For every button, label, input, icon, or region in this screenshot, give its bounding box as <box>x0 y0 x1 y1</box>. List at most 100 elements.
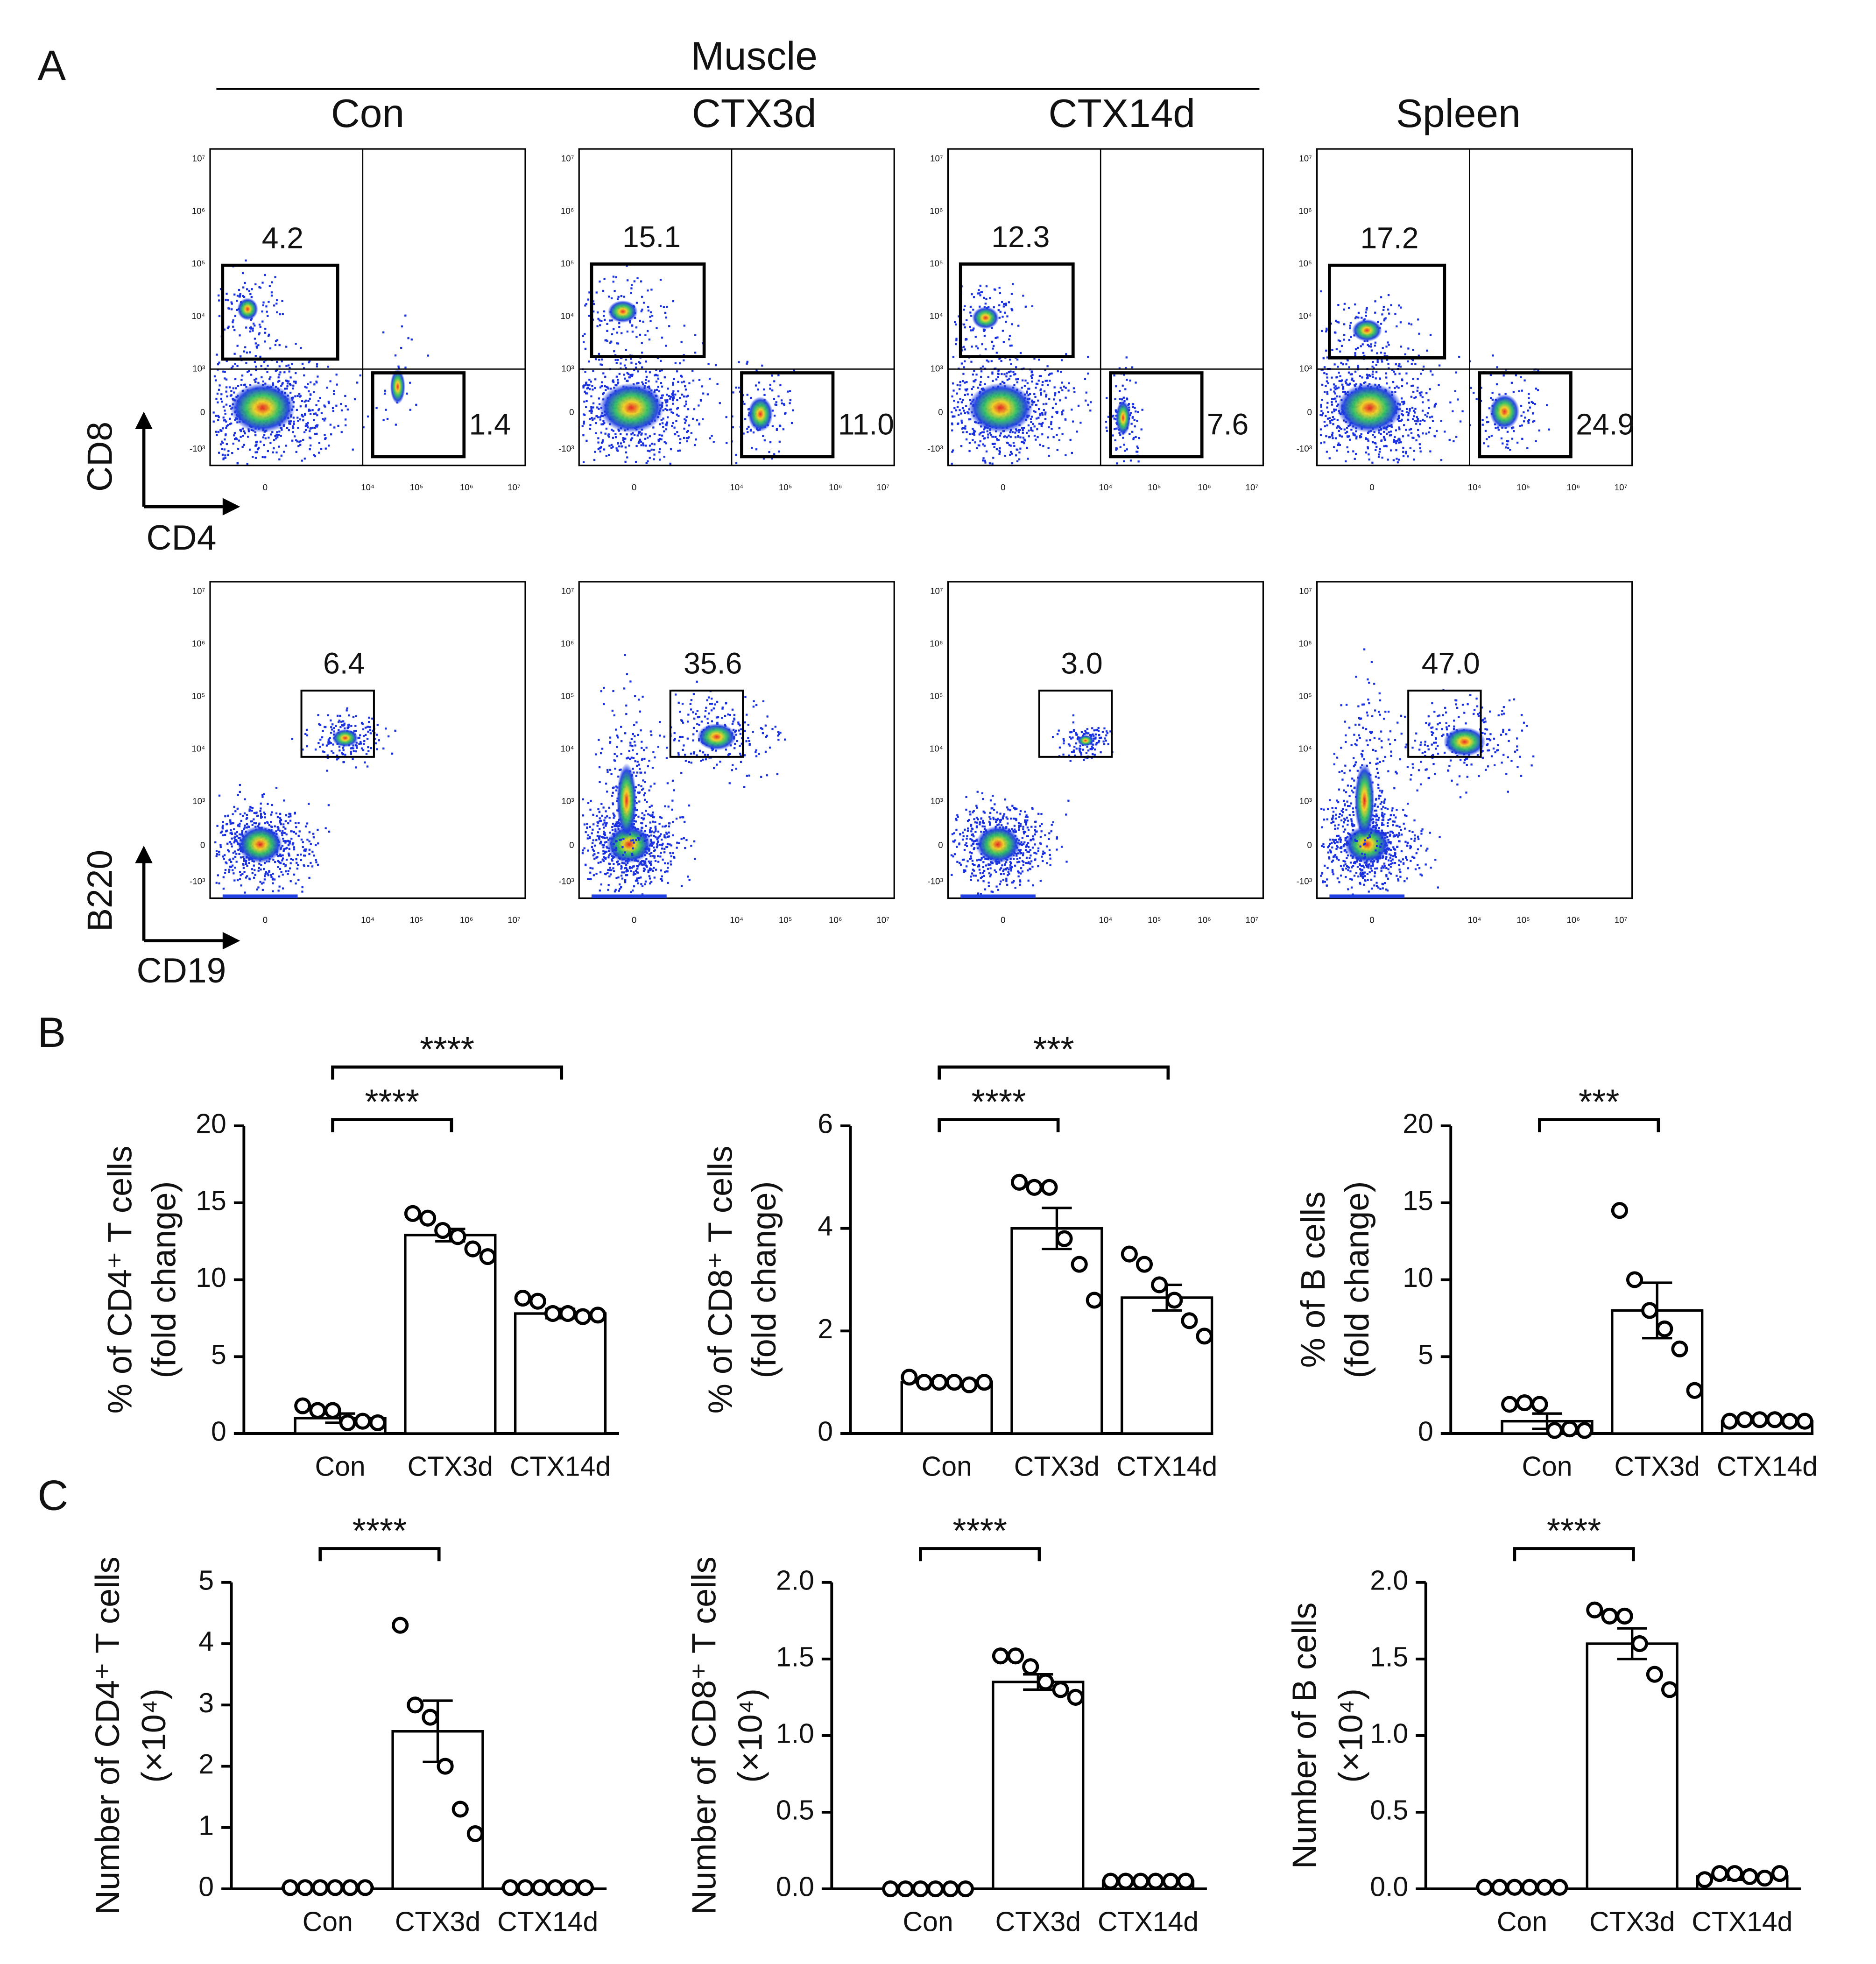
event-dot <box>638 361 640 363</box>
event-dot <box>586 827 588 829</box>
event-dot <box>1331 403 1333 406</box>
event-dot <box>278 365 281 367</box>
event-dot <box>648 860 650 863</box>
event-dot <box>661 838 663 841</box>
event-dot <box>1507 440 1509 443</box>
event-dot <box>971 346 973 348</box>
event-dot <box>231 864 234 867</box>
event-dot <box>593 857 596 860</box>
event-dot <box>640 834 642 837</box>
event-dot <box>608 454 610 456</box>
event-dot <box>241 435 244 437</box>
event-dot <box>645 462 648 464</box>
event-dot <box>597 831 599 834</box>
event-dot <box>262 436 265 438</box>
event-dot <box>781 402 783 405</box>
event-dot <box>625 870 628 873</box>
event-dot <box>303 413 306 415</box>
event-dot <box>1342 386 1345 388</box>
event-dot <box>610 444 613 446</box>
event-dot <box>1030 421 1032 423</box>
event-dot <box>1510 427 1513 430</box>
event-dot <box>605 427 608 430</box>
event-dot <box>1087 372 1089 375</box>
event-dot <box>1382 436 1385 438</box>
event-dot <box>308 410 310 412</box>
event-dot <box>1428 431 1430 434</box>
event-dot <box>633 885 635 888</box>
flow-y-tick: 10⁷ <box>192 586 205 596</box>
event-dot <box>1050 423 1052 425</box>
event-dot <box>971 393 973 396</box>
event-dot <box>1011 431 1014 433</box>
event-dot <box>1418 332 1420 335</box>
event-dot <box>953 400 955 402</box>
event-dot <box>280 819 282 821</box>
event-dot <box>231 837 233 840</box>
event-dot <box>650 448 653 451</box>
event-dot <box>291 843 294 846</box>
event-dot <box>330 742 332 744</box>
event-dot <box>973 434 975 436</box>
event-dot <box>959 388 961 390</box>
event-dot <box>298 440 301 443</box>
event-dot <box>246 823 248 826</box>
event-dot <box>599 889 601 892</box>
event-dot <box>683 437 685 439</box>
event-dot <box>278 885 281 888</box>
event-dot <box>1013 445 1016 447</box>
event-dot <box>259 355 261 358</box>
event-dot <box>984 459 986 462</box>
event-dot <box>635 865 638 867</box>
flow-y-tick: 10³ <box>561 363 574 373</box>
event-dot <box>650 868 653 870</box>
event-dot <box>1038 423 1041 425</box>
event-dot <box>1419 394 1422 396</box>
event-dot <box>628 867 631 869</box>
event-dot <box>291 363 293 365</box>
event-dot <box>1105 421 1107 423</box>
event-dot <box>998 449 1001 452</box>
event-dot <box>641 308 643 311</box>
event-dot <box>1334 388 1337 390</box>
event-dot <box>1523 420 1525 423</box>
event-dot <box>1394 387 1396 389</box>
event-dot <box>1350 379 1353 381</box>
event-dot <box>1396 325 1398 328</box>
event-dot <box>324 437 327 439</box>
event-dot <box>951 395 953 398</box>
event-dot <box>613 835 615 837</box>
event-dot <box>308 876 310 879</box>
event-dot <box>295 381 297 383</box>
event-dot <box>1326 327 1328 330</box>
event-dot <box>258 822 261 825</box>
event-dot <box>660 852 662 854</box>
event-dot <box>1022 431 1024 434</box>
event-dot <box>973 380 976 383</box>
event-dot <box>606 846 608 848</box>
event-dot <box>1320 403 1322 406</box>
event-dot <box>587 834 590 837</box>
event-dot <box>289 367 291 369</box>
event-dot <box>978 444 980 447</box>
event-dot <box>339 726 342 728</box>
event-dot <box>1408 428 1411 431</box>
event-dot <box>612 381 615 383</box>
event-dot <box>292 427 295 429</box>
event-dot <box>618 769 621 771</box>
event-dot <box>261 456 264 459</box>
plot-frame <box>578 148 895 466</box>
event-dot <box>225 386 228 389</box>
event-dot <box>368 716 370 719</box>
event-dot <box>1346 446 1348 449</box>
event-dot <box>997 309 1000 311</box>
flow-y-tick: 10⁵ <box>930 258 943 268</box>
event-dot <box>246 865 248 867</box>
event-dot <box>601 844 604 846</box>
event-dot <box>289 421 291 423</box>
event-dot <box>589 836 591 838</box>
event-dot <box>615 384 618 387</box>
event-dot <box>233 353 236 355</box>
event-dot <box>590 409 592 411</box>
event-dot <box>961 427 964 430</box>
